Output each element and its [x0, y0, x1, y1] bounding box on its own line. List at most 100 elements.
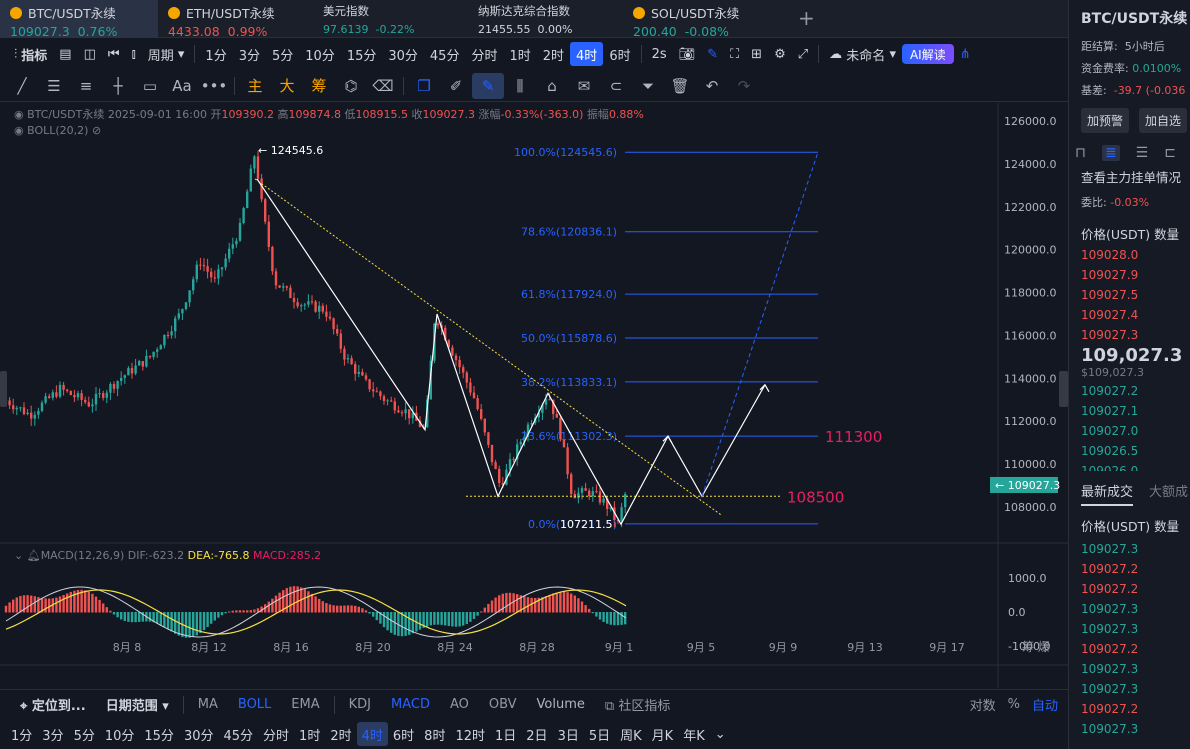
- bottom-timeframe-20[interactable]: 年K: [683, 728, 705, 744]
- indicator-ao[interactable]: AO: [449, 697, 469, 712]
- community-indicators-button[interactable]: ⧉ 社区指标: [595, 695, 680, 714]
- draw-icon[interactable]: ✎: [472, 72, 504, 99]
- chips-button[interactable]: 筹: [311, 77, 327, 95]
- timeframe-1[interactable]: 3分: [238, 48, 260, 64]
- lock-icon[interactable]: ⌂: [547, 76, 557, 95]
- grid-icon[interactable]: ⊞: [751, 46, 763, 62]
- timeframe-2[interactable]: 5分: [271, 48, 294, 64]
- depth-view-icon[interactable]: ⊓: [1075, 145, 1086, 161]
- bids-view-icon[interactable]: ☰: [1135, 145, 1149, 161]
- bell-icon[interactable]: 🔔︎: [26, 549, 41, 562]
- candle-type-icon[interactable]: ⫾: [131, 46, 136, 62]
- ask-row[interactable]: 109027.3: [1081, 328, 1139, 341]
- bid-row[interactable]: 109026.0: [1081, 464, 1139, 471]
- horizontal-lines-icon[interactable]: ≡: [79, 76, 93, 95]
- bottom-timeframe-8[interactable]: 1时: [299, 728, 321, 744]
- note-icon[interactable]: ✉: [577, 76, 591, 95]
- timeframe-8[interactable]: 1时: [509, 48, 531, 64]
- timeframe-3[interactable]: 10分: [305, 48, 335, 64]
- expand-icon[interactable]: ⤢: [797, 46, 809, 62]
- bottom-timeframe-13[interactable]: 12时: [455, 728, 485, 744]
- timeframe-10[interactable]: 4时: [570, 42, 604, 66]
- eye-icon[interactable]: ◉: [14, 108, 24, 121]
- calendar-icon[interactable]: ▤: [59, 46, 72, 62]
- timeframe-6[interactable]: 45分: [429, 48, 460, 64]
- bottom-timeframe-6[interactable]: 45分: [223, 728, 254, 744]
- tab-nasdaq[interactable]: 纳斯达克综合指数 21455.55 0.00%: [468, 0, 623, 38]
- bottom-timeframe-1[interactable]: 3分: [42, 728, 64, 744]
- tab-dxy[interactable]: 美元指数 97.6139 -0.22%: [313, 0, 468, 38]
- tab-eth[interactable]: ETH/USDT永续 4433.08 0.99%: [158, 0, 313, 39]
- add-tab-button[interactable]: +: [798, 6, 815, 30]
- copy-icon[interactable]: ❐: [417, 76, 431, 95]
- bid-row[interactable]: 109027.2: [1081, 384, 1139, 398]
- redo-icon[interactable]: ↷: [737, 76, 751, 95]
- bottom-timeframe-19[interactable]: 月K: [651, 728, 674, 744]
- collapse-icon[interactable]: ⌄: [14, 549, 24, 562]
- bottom-timeframe-17[interactable]: 5日: [588, 728, 611, 744]
- bid-row[interactable]: 109027.1: [1081, 404, 1139, 418]
- indicator-obv[interactable]: OBV: [488, 697, 517, 712]
- bottom-timeframe-5[interactable]: 30分: [183, 728, 214, 744]
- bottom-timeframe-18[interactable]: 周K: [620, 728, 642, 744]
- ask-row[interactable]: 109027.4: [1081, 308, 1139, 322]
- timeframe-5[interactable]: 30分: [388, 48, 418, 64]
- locate-button[interactable]: ⌖ 定位到...: [0, 695, 96, 714]
- indicator-ma[interactable]: MA: [197, 697, 218, 712]
- timeframe-9[interactable]: 2时: [542, 48, 565, 64]
- timeframe-4[interactable]: 15分: [346, 48, 377, 64]
- eye-icon[interactable]: ◉: [14, 124, 24, 137]
- bottom-timeframe-12[interactable]: 8时: [424, 728, 446, 744]
- hide-icon[interactable]: ⊘: [91, 124, 102, 137]
- rewind-icon[interactable]: ⏮: [107, 46, 120, 62]
- brush-icon[interactable]: ✐: [449, 76, 463, 95]
- interval-button[interactable]: 2s: [651, 46, 667, 62]
- pen-icon[interactable]: ✎: [707, 46, 719, 62]
- fullscreen-icon[interactable]: ⛶: [730, 46, 740, 62]
- period-dropdown[interactable]: 周期 ▾: [142, 42, 191, 66]
- parallel-channel-icon[interactable]: ☰: [47, 76, 61, 95]
- add-watchlist-button[interactable]: 加自选: [1139, 108, 1188, 133]
- eraser-icon[interactable]: ⌫: [372, 76, 394, 95]
- share-icon[interactable]: ⋔: [959, 46, 971, 62]
- chevron-down-icon[interactable]: ⌄: [714, 726, 726, 742]
- undo-icon[interactable]: ↶: [705, 76, 719, 95]
- layout-icon[interactable]: ◫: [83, 46, 96, 62]
- horizontal-ray-icon[interactable]: ┼: [113, 76, 123, 95]
- bottom-timeframe-11[interactable]: 6时: [392, 728, 415, 744]
- bottom-timeframe-15[interactable]: 2日: [526, 728, 548, 744]
- big-order-button[interactable]: 大: [279, 77, 295, 95]
- trendline-icon[interactable]: ╱: [17, 76, 27, 95]
- bottom-timeframe-3[interactable]: 10分: [104, 728, 135, 744]
- bars-icon[interactable]: ⫼: [516, 76, 524, 95]
- bottom-timeframe-9[interactable]: 2时: [330, 728, 352, 744]
- rectangle-icon[interactable]: ▭: [142, 76, 158, 95]
- main-orders-title[interactable]: 查看主力挂单情况: [1081, 170, 1182, 185]
- text-tool-icon[interactable]: Aa: [172, 76, 192, 95]
- ask-row[interactable]: 109028.0: [1081, 248, 1139, 262]
- indicator-volume[interactable]: Volume: [536, 697, 585, 712]
- trash-icon[interactable]: 🗑︎: [670, 76, 690, 95]
- tab-sol[interactable]: SOL/USDT永续 200.40 -0.08%: [623, 0, 788, 39]
- bottom-timeframe-2[interactable]: 5分: [73, 728, 95, 744]
- bottom-timeframe-0[interactable]: 1分: [11, 728, 33, 744]
- settings-icon[interactable]: ⚙: [774, 46, 786, 62]
- tab-btc[interactable]: BTC/USDT永续 109027.3 0.76%: [0, 0, 158, 39]
- more-icon[interactable]: •••: [200, 76, 228, 95]
- log-scale-toggle[interactable]: 对数: [969, 699, 996, 714]
- bottom-timeframe-4[interactable]: 15分: [144, 728, 174, 744]
- cloud-layout-button[interactable]: ☁ 未命名 ▾: [823, 42, 902, 66]
- indicator-kdj[interactable]: KDJ: [348, 697, 371, 712]
- magnet-icon[interactable]: ⊂: [609, 76, 623, 95]
- main-force-button[interactable]: 主: [247, 77, 263, 95]
- bottom-timeframe-16[interactable]: 3日: [557, 728, 579, 744]
- tab-large-trades[interactable]: 大额成: [1149, 485, 1189, 500]
- bid-row[interactable]: 109027.0: [1081, 424, 1139, 438]
- timeframe-0[interactable]: 1分: [205, 48, 227, 64]
- ask-row[interactable]: 109027.5: [1081, 288, 1139, 302]
- ai-interpret-button[interactable]: AI解读: [901, 44, 954, 64]
- tab-latest-trades[interactable]: 最新成交: [1081, 481, 1134, 506]
- price-chart-svg[interactable]: 126000.0 124000.0 122000.0 120000.0 118000.0…: [0, 103, 1068, 688]
- ask-row[interactable]: 109027.9: [1081, 268, 1139, 282]
- collapse-panel-handle[interactable]: [1059, 371, 1068, 407]
